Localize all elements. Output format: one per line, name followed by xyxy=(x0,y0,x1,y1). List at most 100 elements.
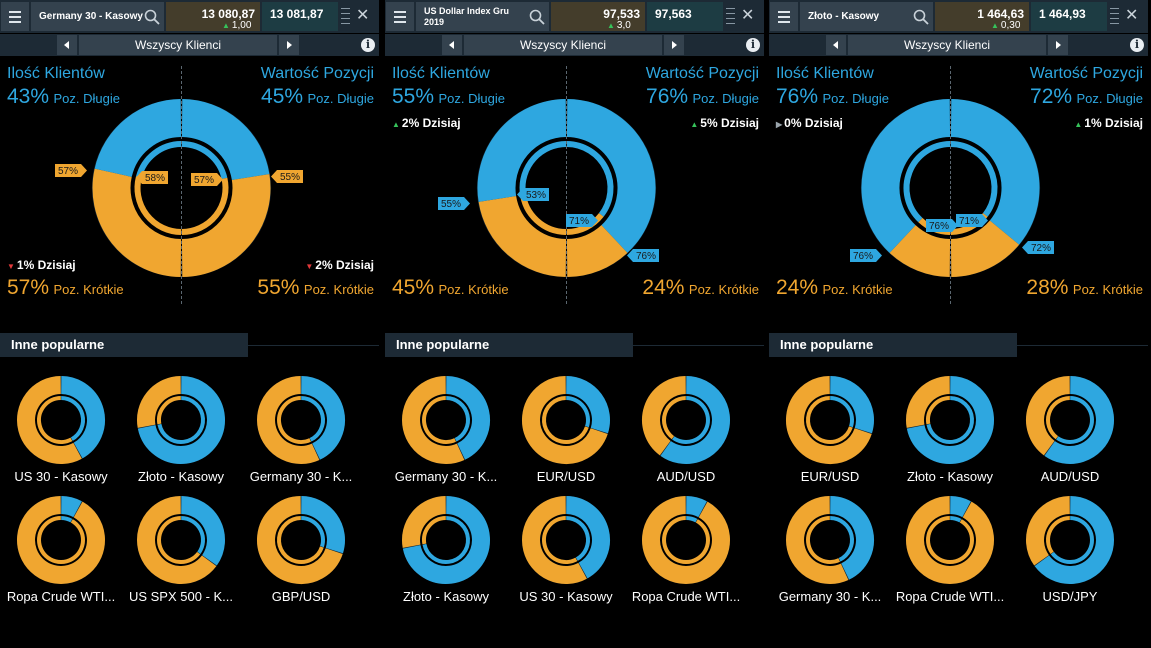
search-icon[interactable] xyxy=(144,9,160,25)
popular-instrument-tile[interactable]: Złoto - Kasowy xyxy=(386,494,506,604)
buy-price-button[interactable]: 97,563 xyxy=(647,2,723,31)
popular-instrument-tile[interactable]: Złoto - Kasowy xyxy=(890,374,1010,484)
drag-handle[interactable] xyxy=(1110,4,1119,29)
popular-instrument-tile[interactable]: Germany 30 - K... xyxy=(386,374,506,484)
tile-long-arc xyxy=(660,376,730,464)
info-icon[interactable]: i xyxy=(746,38,760,52)
close-icon[interactable]: ✕ xyxy=(1125,7,1139,24)
svg-text:58%: 58% xyxy=(145,173,165,184)
chevron-right-icon[interactable] xyxy=(279,35,299,55)
popular-instrument-tile[interactable]: GBP/USD xyxy=(241,494,361,604)
instrument-title: US Dollar Index Gru 2019 xyxy=(424,6,510,27)
value-outer-long-arc xyxy=(566,99,656,253)
menu-button[interactable] xyxy=(1,2,29,31)
clients-long-pct: 43% xyxy=(7,85,50,108)
tile-short-arc xyxy=(642,376,687,456)
tile-donut xyxy=(257,376,345,464)
tile-long-arc xyxy=(949,496,971,518)
inner-right-badge: 71% xyxy=(956,214,988,227)
tile-long-arc xyxy=(1044,376,1114,464)
popular-instrument-tile[interactable]: AUD/USD xyxy=(1010,374,1130,484)
sell-price-button[interactable]: 97,533 xyxy=(551,2,645,31)
tile-name: Germany 30 - K... xyxy=(249,469,353,484)
popular-instrument-tile[interactable]: Germany 30 - K... xyxy=(770,494,890,604)
value-inner-long-arc xyxy=(181,141,228,180)
drag-handle[interactable] xyxy=(726,4,735,29)
popular-instrument-tile[interactable]: US SPX 500 - K... xyxy=(121,494,241,604)
clients-long-pct: 76% xyxy=(776,85,819,108)
value-short-pct: 55% xyxy=(257,276,300,299)
spread-text: 1,00 xyxy=(231,20,252,31)
tile-name: USD/JPY xyxy=(1042,589,1098,604)
instrument-selector[interactable]: Złoto - Kasowy xyxy=(800,2,933,31)
clients-change-text: 2% Dzisiaj xyxy=(401,116,461,130)
buy-price: 97,563 xyxy=(655,7,692,21)
close-icon[interactable]: ✕ xyxy=(741,7,755,24)
buy-price-button[interactable]: 13 081,87 xyxy=(262,2,338,31)
client-filter-label[interactable]: Wszyscy Klienci xyxy=(848,35,1046,55)
popular-instrument-tile[interactable]: Ropa Crude WTI... xyxy=(1,494,121,604)
svg-text:55%: 55% xyxy=(280,172,300,183)
tile-name: AUD/USD xyxy=(656,469,716,484)
popular-instrument-tile[interactable]: EUR/USD xyxy=(506,374,626,484)
chevron-left-icon[interactable] xyxy=(826,35,846,55)
popular-instrument-tile[interactable]: EUR/USD xyxy=(770,374,890,484)
search-icon[interactable] xyxy=(913,9,929,25)
tile-inner-long-arc xyxy=(950,516,962,523)
tile-inner-long-arc xyxy=(181,516,205,554)
tile-long-arc xyxy=(565,376,610,434)
client-filter-label[interactable]: Wszyscy Klienci xyxy=(464,35,662,55)
instrument-selector[interactable]: US Dollar Index Gru 2019 xyxy=(416,2,549,31)
clients-short: 45% Poz. Krótkie xyxy=(392,276,509,300)
search-icon[interactable] xyxy=(529,9,545,25)
tile-donut xyxy=(906,376,994,464)
inner-left-badge: 76% xyxy=(926,219,958,232)
tile-inner-short-arc xyxy=(422,516,446,545)
client-filter-label[interactable]: Wszyscy Klienci xyxy=(79,35,277,55)
info-icon[interactable]: i xyxy=(361,38,375,52)
tile-inner-long-arc xyxy=(61,516,73,523)
instrument-panel: Germany 30 - Kasowy 13 080,87 13 081,87 … xyxy=(0,0,379,648)
popular-instrument-tile[interactable]: USD/JPY xyxy=(1010,494,1130,604)
chevron-left-icon[interactable] xyxy=(442,35,462,55)
value-short: 28% Poz. Krótkie xyxy=(1026,276,1143,300)
popular-instrument-tile[interactable]: Germany 30 - K... xyxy=(241,374,361,484)
tile-donut xyxy=(137,496,225,584)
value-heading: Wartość Pozycji xyxy=(1029,65,1143,82)
chevron-right-icon[interactable] xyxy=(664,35,684,55)
popular-instrument-tile[interactable]: Ropa Crude WTI... xyxy=(626,494,746,604)
value-long: 72% Poz. Długie xyxy=(1030,85,1143,109)
popular-instrument-tile[interactable]: US 30 - Kasowy xyxy=(506,494,626,604)
buy-price-button[interactable]: 1 464,93 xyxy=(1031,2,1107,31)
chevron-left-icon[interactable] xyxy=(57,35,77,55)
spread-text: 3,0 xyxy=(616,20,631,31)
chevron-right-icon[interactable] xyxy=(1048,35,1068,55)
popular-instrument-tile[interactable]: AUD/USD xyxy=(626,374,746,484)
popular-instrument-tile[interactable]: US 30 - Kasowy xyxy=(1,374,121,484)
value-outer-long-arc xyxy=(181,99,270,181)
value-long-label: Poz. Długie xyxy=(692,91,759,106)
value-change: ▼ 2% Dzisiaj xyxy=(305,258,374,272)
tile-donut xyxy=(522,376,610,464)
tile-short-arc xyxy=(1026,376,1071,456)
clients-short-label: Poz. Krótkie xyxy=(822,282,893,297)
drag-handle[interactable] xyxy=(341,4,350,29)
tile-inner-long-arc xyxy=(301,396,325,442)
info-icon[interactable]: i xyxy=(1130,38,1144,52)
popular-instrument-tile[interactable]: Ropa Crude WTI... xyxy=(890,494,1010,604)
tile-inner-short-arc xyxy=(662,396,686,440)
tile-long-arc xyxy=(300,376,345,460)
popular-instrument-tile[interactable]: Złoto - Kasowy xyxy=(121,374,241,484)
clients-heading: Ilość Klientów xyxy=(7,65,105,82)
sell-price-button[interactable]: 13 080,87 xyxy=(166,2,260,31)
close-icon[interactable]: ✕ xyxy=(356,7,370,24)
tile-short-arc xyxy=(17,376,82,464)
svg-text:76%: 76% xyxy=(929,221,949,232)
inner-right-badge: 71% xyxy=(566,214,598,227)
menu-button[interactable] xyxy=(386,2,414,31)
sell-price-button[interactable]: 1 464,63 xyxy=(935,2,1029,31)
menu-button[interactable] xyxy=(770,2,798,31)
instrument-selector[interactable]: Germany 30 - Kasowy xyxy=(31,2,164,31)
tile-donut xyxy=(257,496,345,584)
tile-short-arc xyxy=(257,496,343,584)
